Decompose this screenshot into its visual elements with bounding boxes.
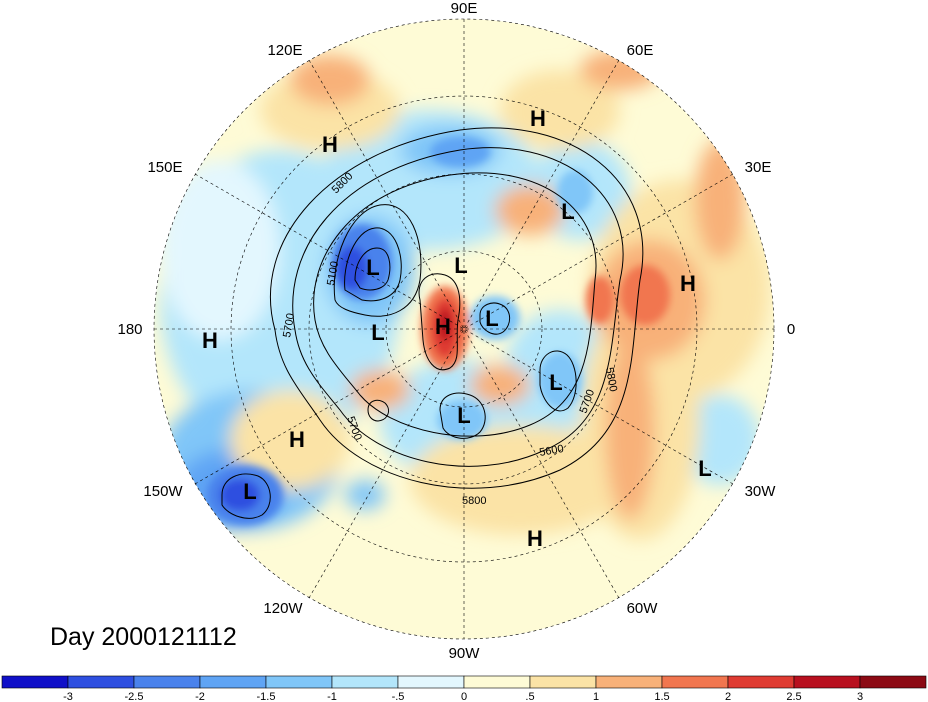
colorbar-swatch [1, 675, 69, 689]
high-center-marker: H [435, 314, 451, 339]
high-center-marker: H [527, 526, 543, 551]
high-center-marker: H [530, 106, 546, 131]
colorbar-swatch [859, 675, 927, 689]
longitude-labels: 90E 120E 60E 150E 30E 180 0 150W 30W 120… [117, 0, 795, 662]
low-center-marker: L [366, 255, 379, 280]
lon-label: 120E [267, 42, 302, 59]
colorbar-swatch [661, 675, 729, 689]
day-label: Day 2000121112 [50, 623, 237, 651]
colorbar-swatch [133, 675, 201, 689]
high-center-marker: H [322, 132, 338, 157]
low-center-marker: L [457, 403, 470, 428]
colorbar-swatch [331, 675, 399, 689]
lon-label: 30E [745, 159, 772, 176]
colorbar: -3 -2.5 -2 -1.5 -1 -.5 0 .5 1 1.5 2 2.5 3 [1, 675, 927, 702]
low-center-marker: L [243, 479, 256, 504]
contour-label: 5100 [325, 260, 341, 286]
colorbar-tick-label: 0 [461, 691, 467, 702]
colorbar-tick-label: -3 [63, 691, 73, 702]
colorbar-tick-label: -2 [195, 691, 205, 702]
map-boundary [153, 18, 775, 640]
low-center-marker: L [698, 456, 711, 481]
low-center-marker: L [549, 370, 562, 395]
colorbar-tick-label: 3 [857, 691, 863, 702]
pressure-centers: H H L L L H H L H L L L H L L H [202, 106, 712, 551]
contour-label: 5600 [538, 443, 564, 459]
lon-label: 60W [627, 600, 659, 617]
lon-label: 180 [117, 321, 142, 338]
lon-label: 150W [143, 483, 183, 500]
colorbar-swatch [727, 675, 795, 689]
graticule [154, 19, 774, 639]
colorbar-swatch [595, 675, 663, 689]
contour-label: 5700 [281, 312, 297, 338]
colorbar-tick-label: .5 [525, 691, 534, 702]
low-center-marker: L [561, 199, 574, 224]
low-center-marker: L [485, 306, 498, 331]
colorbar-tick-label: -1 [327, 691, 337, 702]
low-center-marker: L [371, 320, 384, 345]
colorbar-tick-label: 2 [725, 691, 731, 702]
lon-label: 90E [451, 0, 478, 17]
colorbar-tick-label: 1 [593, 691, 599, 702]
contour-label: 5800 [603, 366, 619, 392]
anomaly-shading [154, 19, 774, 639]
lon-label: 30W [745, 483, 777, 500]
colorbar-swatch [67, 675, 135, 689]
lon-label: 60E [627, 42, 654, 59]
colorbar-swatch [463, 675, 531, 689]
colorbar-tick-label: -2.5 [125, 691, 144, 702]
colorbar-swatch [397, 675, 465, 689]
colorbar-tick-label: -1.5 [257, 691, 276, 702]
colorbar-swatch [199, 675, 267, 689]
high-center-marker: H [680, 271, 696, 296]
colorbar-swatch [265, 675, 333, 689]
colorbar-swatch [529, 675, 597, 689]
colorbar-tick-label: 2.5 [786, 691, 801, 702]
colorbar-tick-label: -.5 [392, 691, 405, 702]
low-center-marker: L [454, 253, 467, 278]
lon-label: 0 [787, 321, 795, 338]
height-contours [221, 127, 644, 519]
high-center-marker: H [289, 427, 305, 452]
lon-label: 150E [147, 159, 182, 176]
lon-label: 90W [449, 645, 481, 662]
colorbar-tick-label: 1.5 [654, 691, 669, 702]
colorbar-swatch [793, 675, 861, 689]
contour-label: 5800 [462, 495, 486, 507]
high-center-marker: H [202, 328, 218, 353]
lon-label: 120W [263, 600, 303, 617]
